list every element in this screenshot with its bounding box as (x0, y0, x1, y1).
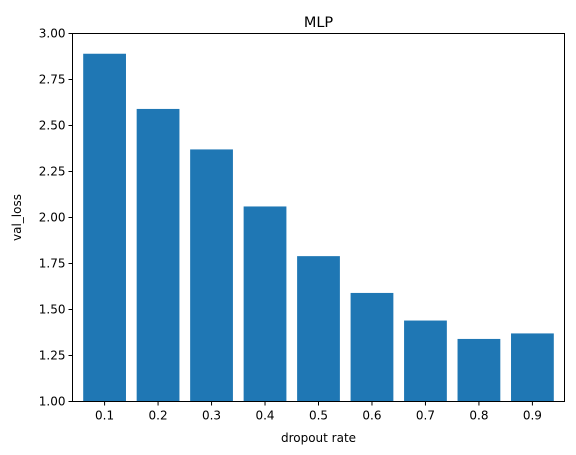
chart-title: MLP (304, 15, 334, 31)
x-tick-label: 0.3 (202, 409, 221, 423)
bar-0.7 (404, 320, 447, 402)
y-axis-label: val_loss (10, 194, 24, 241)
y-tick-label: 2.50 (39, 119, 66, 133)
y-tick-label: 3.00 (39, 27, 66, 41)
y-tick-label: 2.00 (39, 211, 66, 225)
y-tick-label: 2.25 (39, 165, 66, 179)
y-tick-label: 1.75 (39, 257, 66, 271)
bar-0.5 (297, 256, 340, 402)
x-tick-label: 0.8 (469, 409, 488, 423)
y-tick-label: 1.25 (39, 349, 66, 363)
bars-group (83, 53, 554, 402)
x-tick-label: 0.4 (255, 409, 274, 423)
bar-0.1 (83, 53, 126, 402)
x-tick-label: 0.7 (416, 409, 435, 423)
y-tick-label: 1.00 (39, 395, 66, 409)
x-axis-ticks: 0.1 0.2 0.3 0.4 0.5 0.6 0.7 0.8 0.9 (95, 401, 542, 423)
bar-0.6 (350, 292, 394, 402)
x-axis-label: dropout rate (281, 431, 356, 445)
y-tick-label: 2.75 (39, 73, 66, 87)
y-tick-label: 1.50 (39, 303, 66, 317)
bar-0.4 (243, 206, 287, 402)
bar-0.9 (511, 333, 554, 402)
x-tick-label: 0.9 (523, 409, 542, 423)
bar-0.3 (190, 149, 233, 402)
bar-0.2 (136, 108, 180, 402)
x-tick-label: 0.5 (309, 409, 328, 423)
x-tick-label: 0.1 (95, 409, 114, 423)
x-tick-label: 0.6 (362, 409, 381, 423)
y-axis-ticks: 1.00 1.25 1.50 1.75 2.00 2.25 2.50 2.75 3.00 (39, 27, 73, 409)
x-tick-label: 0.2 (149, 409, 168, 423)
bar-0.8 (457, 338, 501, 402)
plot-frame (72, 33, 565, 402)
